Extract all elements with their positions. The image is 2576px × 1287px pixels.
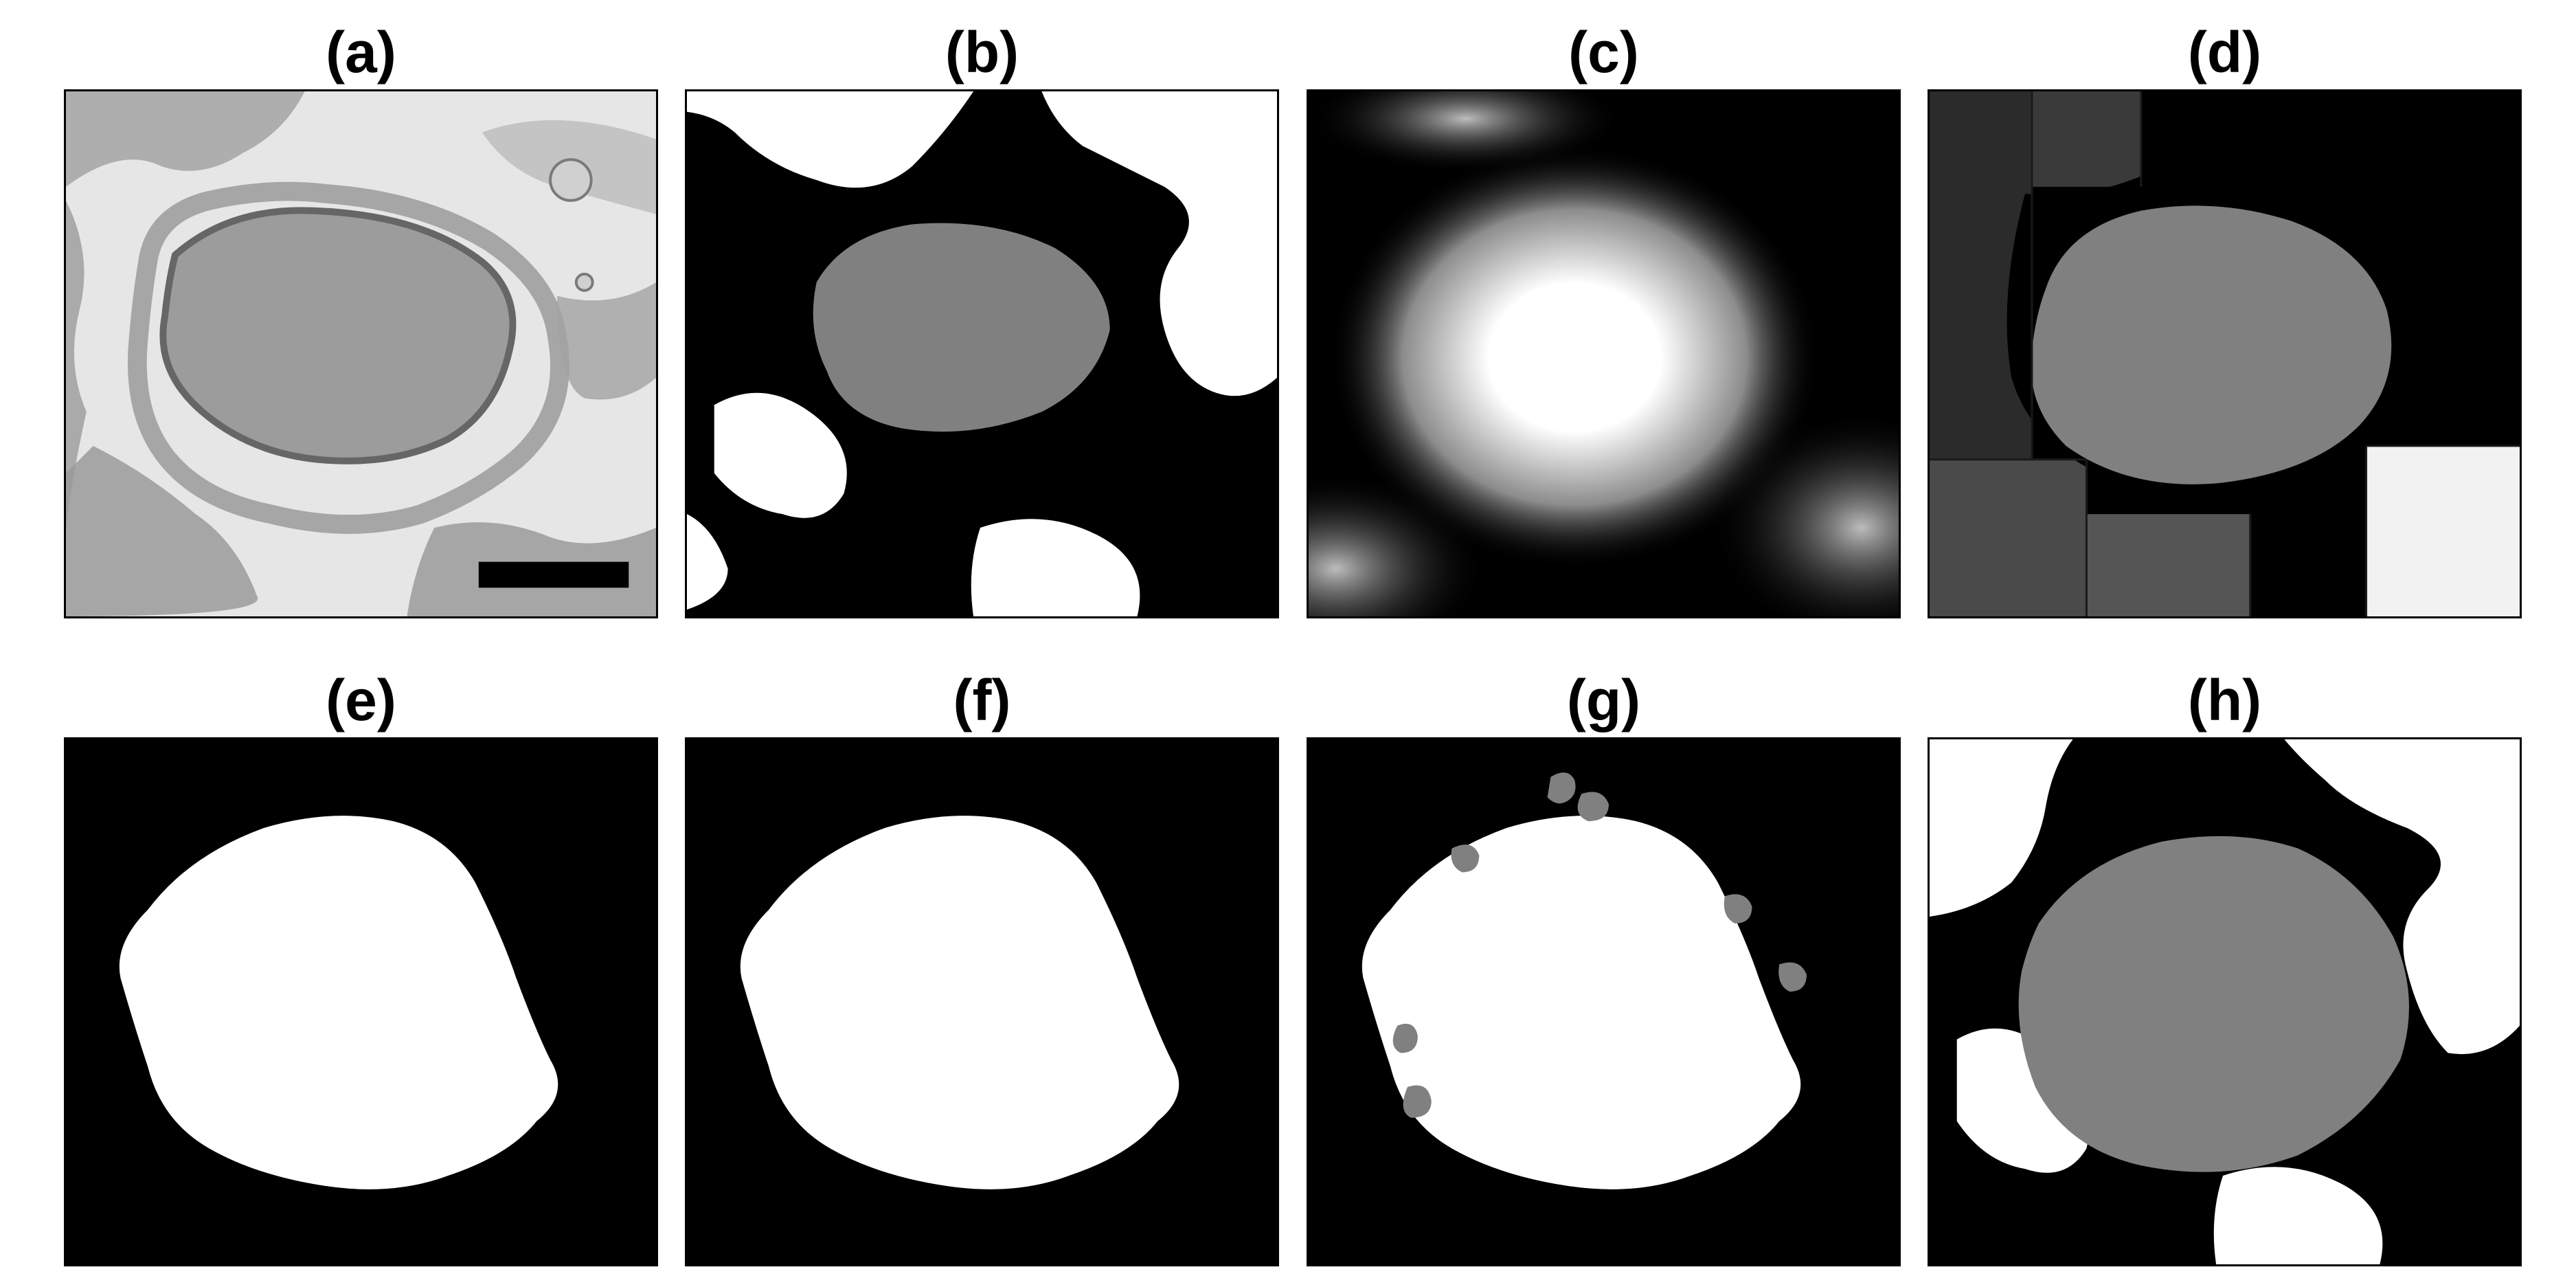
micrograph-svg <box>66 91 656 616</box>
panel-h: (h) <box>1928 669 2522 1266</box>
panel-label-a: (a) <box>326 20 396 85</box>
panel-d: (d) <box>1928 21 2522 618</box>
panel-b: (b) <box>685 21 1279 618</box>
panel-c: (c) <box>1307 21 1901 618</box>
panel-label-c: (c) <box>1568 20 1639 85</box>
panel-e: (e) <box>64 669 658 1266</box>
panel-c-image <box>1307 89 1901 618</box>
panel-d-image <box>1928 89 2522 618</box>
panel-g: (g) <box>1307 669 1901 1266</box>
panel-label-d: (d) <box>2187 20 2262 85</box>
panel-f: (f) <box>685 669 1279 1266</box>
mask-f-svg <box>687 739 1277 1264</box>
panel-f-image <box>685 737 1279 1266</box>
panel-a: (a) <box>64 21 658 618</box>
panel-g-image <box>1307 737 1901 1266</box>
panel-label-b: (b) <box>945 20 1019 85</box>
region-partition-svg <box>1930 91 2520 616</box>
mask-g-svg <box>1309 739 1899 1264</box>
panel-h-image <box>1928 737 2522 1266</box>
mask-h-svg <box>1930 739 2520 1264</box>
panel-e-image <box>64 737 658 1266</box>
panel-label-e: (e) <box>326 668 396 732</box>
panel-label-g: (g) <box>1566 668 1641 732</box>
mask-b-svg <box>687 91 1277 616</box>
panel-label-f: (f) <box>953 668 1011 732</box>
panel-label-h: (h) <box>2187 668 2262 732</box>
panel-a-image <box>64 89 658 618</box>
mask-e-svg <box>66 739 656 1264</box>
panel-b-image <box>685 89 1279 618</box>
distance-map-svg <box>1309 91 1899 616</box>
